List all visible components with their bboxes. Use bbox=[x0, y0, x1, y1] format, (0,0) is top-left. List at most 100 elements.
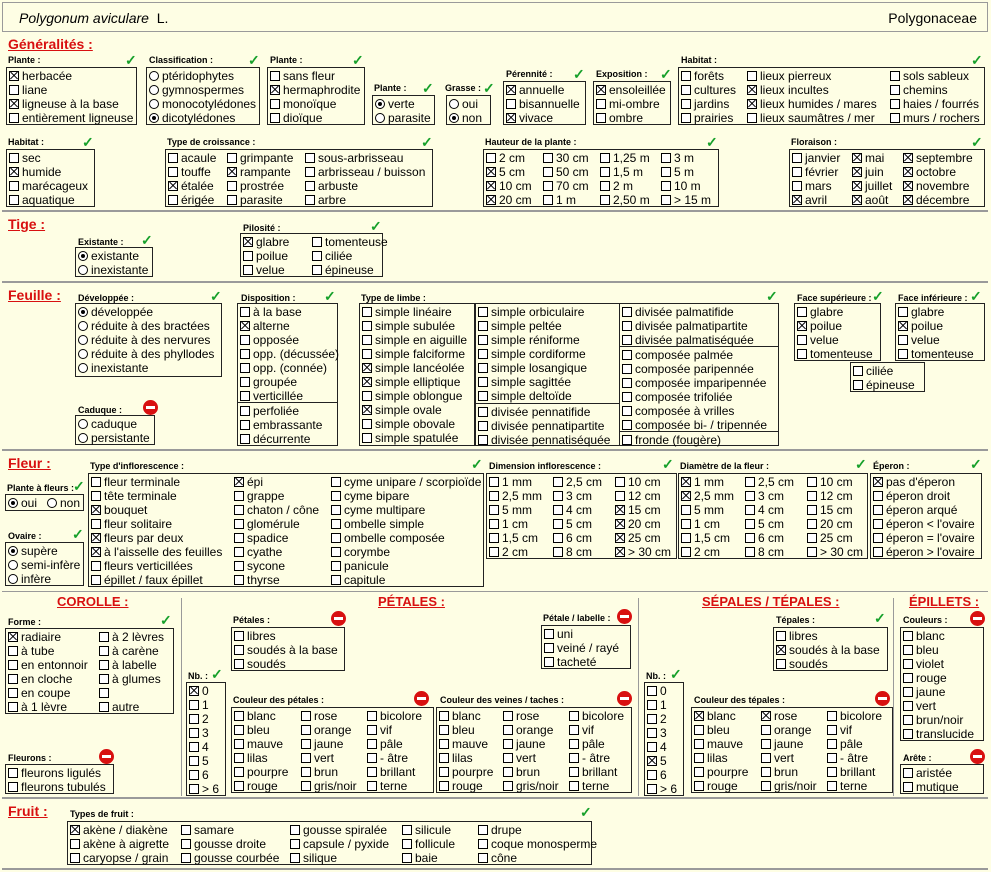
checkbox[interactable] bbox=[240, 349, 250, 359]
checkbox-option[interactable]: silique bbox=[290, 851, 389, 865]
checkbox-option[interactable]: rose bbox=[301, 709, 357, 723]
checkbox-option[interactable]: capsule / pyxide bbox=[290, 837, 389, 851]
checkbox[interactable] bbox=[898, 349, 908, 359]
checkbox[interactable] bbox=[290, 853, 300, 863]
checkbox[interactable] bbox=[240, 321, 250, 331]
checkbox-option[interactable]: mars bbox=[792, 179, 840, 193]
checkbox-option[interactable]: glomérule bbox=[234, 517, 319, 531]
radio-button[interactable] bbox=[78, 363, 88, 373]
checkbox[interactable] bbox=[600, 181, 610, 191]
checkbox[interactable] bbox=[852, 195, 862, 205]
checkbox[interactable] bbox=[91, 519, 101, 529]
checkbox[interactable] bbox=[489, 491, 499, 501]
radio-option[interactable]: non bbox=[449, 111, 482, 125]
checkbox[interactable] bbox=[553, 547, 563, 557]
checkbox[interactable] bbox=[873, 533, 883, 543]
checkbox-option[interactable]: lieux pierreux bbox=[747, 69, 877, 83]
checkbox-option[interactable]: chemins bbox=[890, 83, 980, 97]
checkbox-option[interactable]: 4 cm bbox=[553, 503, 602, 517]
checkbox-option[interactable]: coque monosperme bbox=[478, 837, 597, 851]
checkbox[interactable] bbox=[478, 363, 488, 373]
checkbox[interactable] bbox=[331, 575, 341, 585]
checkbox[interactable] bbox=[486, 153, 496, 163]
checkbox[interactable] bbox=[615, 505, 625, 515]
checkbox-option[interactable]: uni bbox=[544, 627, 619, 641]
checkbox[interactable] bbox=[91, 505, 101, 515]
checkbox[interactable] bbox=[600, 195, 610, 205]
checkbox-option[interactable]: épillet / faux épillet bbox=[91, 573, 222, 587]
checkbox-option[interactable]: décembre bbox=[903, 193, 973, 207]
checkbox-option[interactable]: à glumes bbox=[99, 672, 164, 686]
checkbox[interactable] bbox=[478, 391, 488, 401]
checkbox-option[interactable]: rose bbox=[503, 709, 559, 723]
checkbox[interactable] bbox=[647, 700, 657, 710]
checkbox[interactable] bbox=[8, 688, 18, 698]
checkbox[interactable] bbox=[189, 784, 199, 794]
checkbox[interactable] bbox=[903, 167, 913, 177]
radio-button[interactable] bbox=[47, 498, 57, 508]
checkbox-option[interactable]: fleur solitaire bbox=[91, 517, 222, 531]
checkbox[interactable] bbox=[489, 533, 499, 543]
radio-button[interactable] bbox=[78, 335, 88, 345]
checkbox[interactable] bbox=[569, 767, 579, 777]
checkbox[interactable] bbox=[478, 335, 488, 345]
checkbox-option[interactable]: poilue bbox=[898, 319, 974, 333]
checkbox-option[interactable]: simple losangique bbox=[478, 361, 587, 375]
checkbox-option[interactable]: 3 bbox=[647, 726, 677, 740]
checkbox-option[interactable]: terne bbox=[569, 779, 624, 793]
checkbox[interactable] bbox=[544, 643, 554, 653]
checkbox-option[interactable]: divisée palmatifide bbox=[622, 305, 754, 319]
checkbox[interactable] bbox=[9, 99, 19, 109]
checkbox-option[interactable]: septembre bbox=[903, 151, 973, 165]
checkbox-option[interactable]: 3 bbox=[189, 726, 219, 740]
checkbox[interactable] bbox=[745, 533, 755, 543]
checkbox-option[interactable]: aristée bbox=[903, 766, 959, 780]
checkbox[interactable] bbox=[622, 321, 632, 331]
checkbox[interactable] bbox=[489, 547, 499, 557]
checkbox-option[interactable]: 2 cm bbox=[489, 545, 542, 559]
checkbox-option[interactable]: rouge bbox=[694, 779, 748, 793]
checkbox[interactable] bbox=[439, 725, 449, 735]
checkbox-option[interactable]: 20 cm bbox=[486, 193, 532, 207]
checkbox-option[interactable]: velue bbox=[243, 263, 289, 277]
checkbox-option[interactable]: verticillée bbox=[240, 389, 339, 403]
checkbox[interactable] bbox=[439, 781, 449, 791]
checkbox-option[interactable]: poilue bbox=[243, 249, 289, 263]
checkbox[interactable] bbox=[543, 153, 553, 163]
checkbox[interactable] bbox=[234, 645, 244, 655]
checkbox[interactable] bbox=[478, 421, 488, 431]
radio-button[interactable] bbox=[8, 560, 18, 570]
checkbox-option[interactable]: 20 cm bbox=[615, 517, 671, 531]
checkbox-option[interactable]: simple deltoïde bbox=[478, 389, 587, 403]
checkbox-option[interactable]: arbrisseau / buisson bbox=[305, 165, 425, 179]
checkbox[interactable] bbox=[270, 71, 280, 81]
checkbox[interactable] bbox=[503, 753, 513, 763]
checkbox-option[interactable]: 2,5 cm bbox=[745, 475, 794, 489]
checkbox-option[interactable]: cône bbox=[478, 851, 597, 865]
checkbox-option[interactable]: opp. (connée) bbox=[240, 361, 339, 375]
checkbox[interactable] bbox=[70, 839, 80, 849]
checkbox-option[interactable]: gris/noir bbox=[301, 779, 357, 793]
radio-button[interactable] bbox=[78, 321, 88, 331]
checkbox-option[interactable]: pas d'éperon bbox=[873, 475, 975, 489]
checkbox[interactable] bbox=[622, 335, 632, 345]
checkbox[interactable] bbox=[543, 195, 553, 205]
checkbox-option[interactable]: simple lancéolée bbox=[362, 361, 467, 375]
checkbox-option[interactable]: divisée pennatipartite bbox=[478, 419, 610, 433]
checkbox-option[interactable]: drupe bbox=[478, 823, 597, 837]
checkbox-option[interactable]: gousse droite bbox=[181, 837, 279, 851]
checkbox-option[interactable]: en cloche bbox=[8, 672, 88, 686]
radio-option[interactable]: parasite bbox=[375, 111, 431, 125]
checkbox-option[interactable]: alterne bbox=[240, 319, 339, 333]
checkbox-option[interactable]: 5 mm bbox=[681, 503, 734, 517]
checkbox[interactable] bbox=[903, 768, 913, 778]
checkbox-option[interactable]: 0 bbox=[647, 684, 677, 698]
checkbox[interactable] bbox=[486, 167, 496, 177]
checkbox[interactable] bbox=[270, 85, 280, 95]
checkbox[interactable] bbox=[270, 113, 280, 123]
radio-button[interactable] bbox=[375, 99, 385, 109]
checkbox[interactable] bbox=[439, 711, 449, 721]
checkbox[interactable] bbox=[745, 519, 755, 529]
checkbox[interactable] bbox=[9, 167, 19, 177]
checkbox[interactable] bbox=[301, 753, 311, 763]
